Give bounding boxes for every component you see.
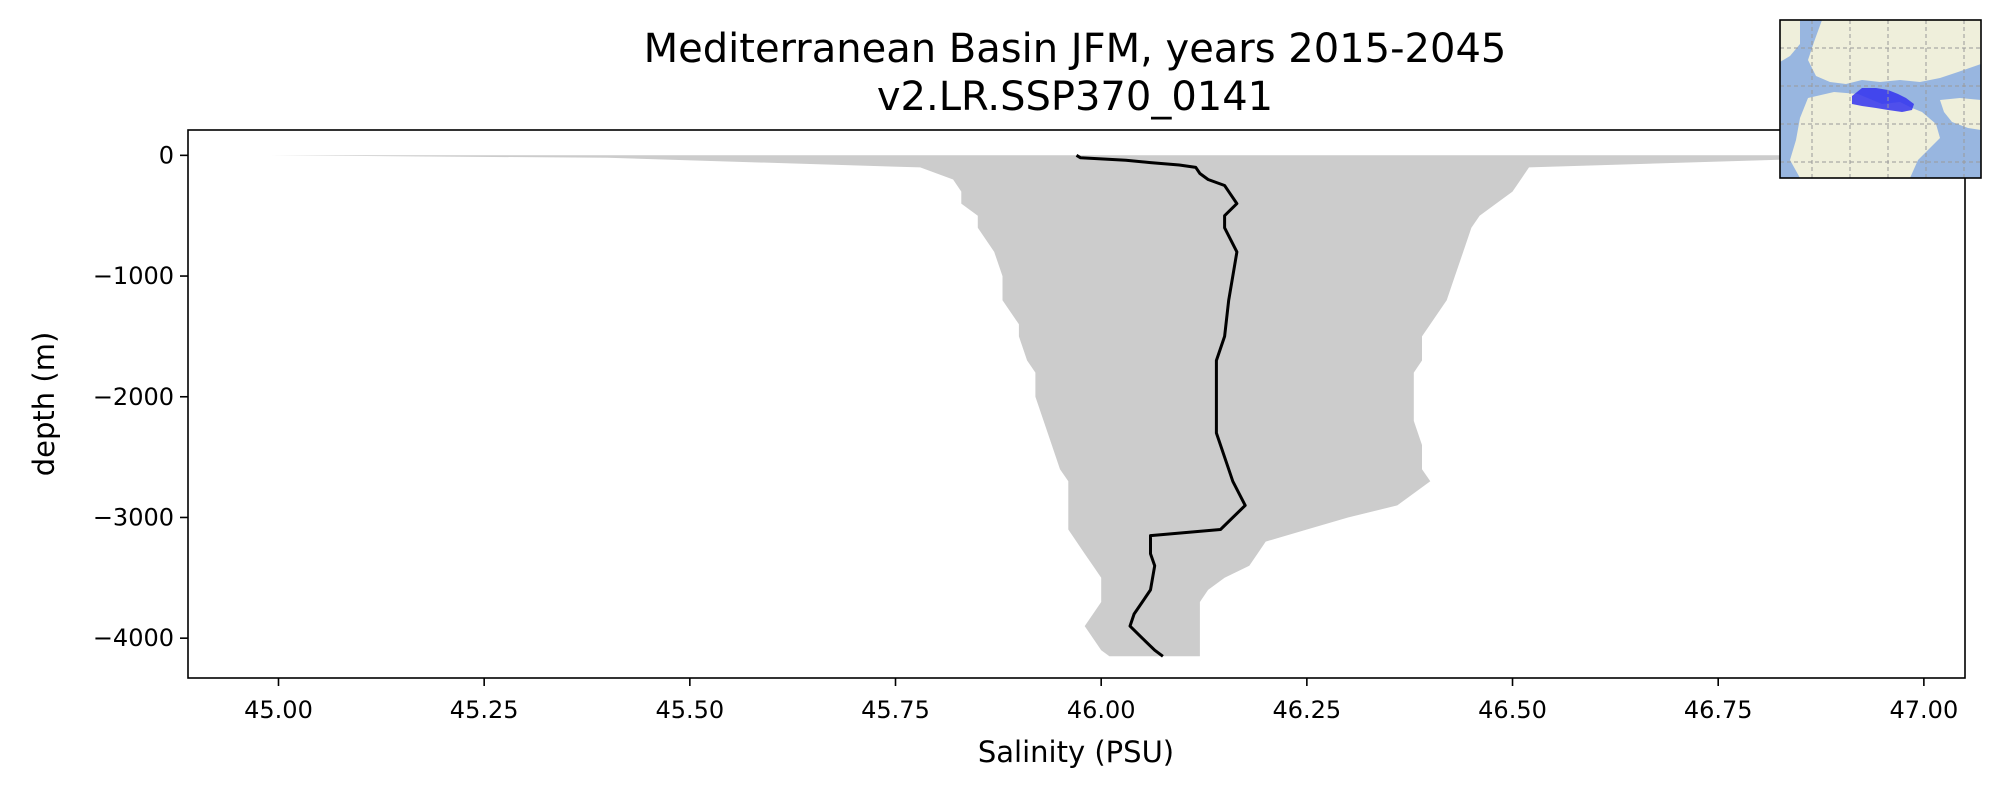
x-axis-ticks: 45.00 45.25 45.50 45.75 46.00 46.25 46.50 46.75… xyxy=(244,678,1958,724)
y-axis-label: depth (m) xyxy=(27,332,61,477)
y-tick-label: 0 xyxy=(159,141,174,169)
y-tick-label: −1000 xyxy=(93,262,174,290)
x-tick-label: 46.25 xyxy=(1272,696,1341,724)
inset-map-frame xyxy=(1779,19,1982,179)
y-tick-label: −4000 xyxy=(93,624,174,652)
y-axis-ticks: 0 −1000 −2000 −3000 −4000 xyxy=(93,141,188,652)
map-gridlines xyxy=(1780,20,1981,178)
inset-map xyxy=(1779,19,1982,179)
chart-subtitle: v2.LR.SSP370_0141 xyxy=(877,74,1273,120)
x-tick-label: 45.00 xyxy=(244,696,313,724)
y-tick-label: −3000 xyxy=(93,503,174,531)
x-axis-label: Salinity (PSU) xyxy=(978,735,1174,769)
chart-title: Mediterranean Basin JFM, years 2015-2045 xyxy=(644,26,1507,72)
x-tick-label: 47.00 xyxy=(1890,696,1959,724)
map-land xyxy=(1780,20,1981,178)
chart-title-group: Mediterranean Basin JFM, years 2015-2045… xyxy=(644,26,1507,120)
salinity-mean-profile xyxy=(1075,154,1247,658)
y-tick-label: −2000 xyxy=(93,383,174,411)
plot-frame xyxy=(187,129,1966,679)
x-tick-label: 46.00 xyxy=(1067,696,1136,724)
x-tick-label: 45.25 xyxy=(450,696,519,724)
salinity-range-band xyxy=(270,155,1924,657)
x-tick-label: 45.50 xyxy=(655,696,724,724)
salinity-profile-line xyxy=(1075,154,1247,658)
x-tick-label: 45.75 xyxy=(861,696,930,724)
mediterranean-region-highlight xyxy=(1852,88,1914,112)
x-tick-label: 46.75 xyxy=(1684,696,1753,724)
x-tick-label: 46.50 xyxy=(1478,696,1547,724)
salinity-range-area xyxy=(270,155,1924,657)
